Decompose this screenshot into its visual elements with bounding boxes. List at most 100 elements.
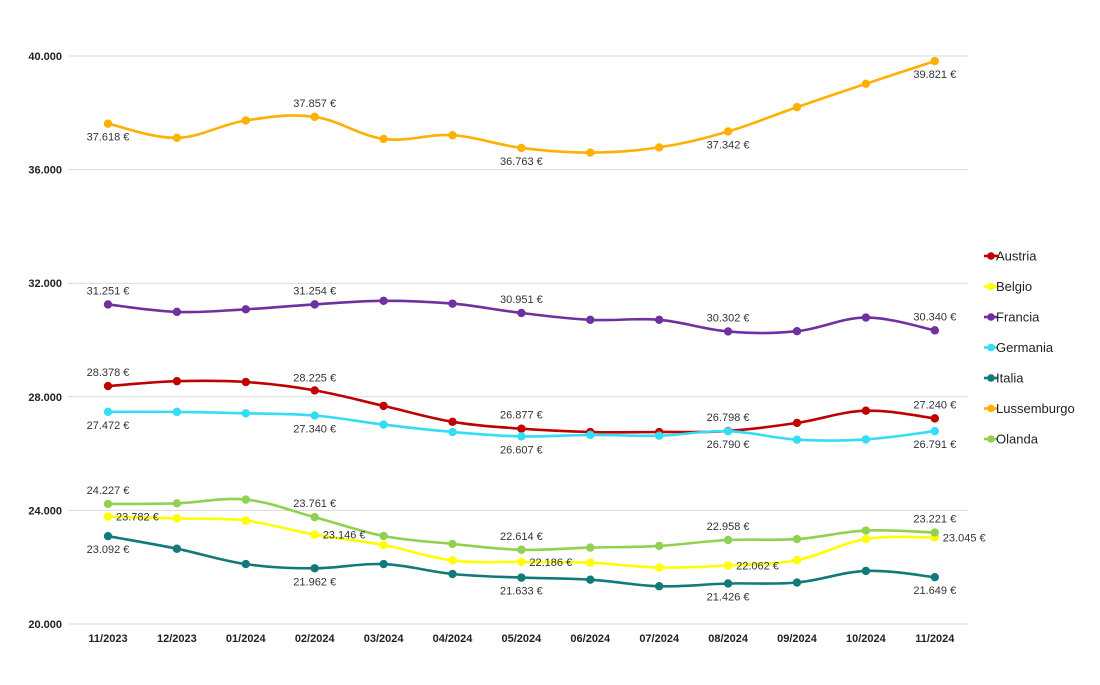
data-label-lussemburgo: 37.857 € xyxy=(293,98,336,110)
data-point-austria xyxy=(379,401,388,411)
y-tick-label: 20.000 xyxy=(28,619,62,631)
x-tick-label: 08/2024 xyxy=(708,633,749,645)
legend-item-francia: Francia xyxy=(984,310,1040,325)
data-point-lussemburgo xyxy=(723,127,733,136)
series-francia xyxy=(103,296,939,336)
data-point-francia xyxy=(448,299,457,308)
data-point-olanda xyxy=(103,499,113,509)
data-label-italia: 23.092 € xyxy=(87,544,130,556)
y-tick-label: 28.000 xyxy=(28,392,62,404)
data-point-belgio xyxy=(723,561,733,570)
y-tick-label: 36.000 xyxy=(28,165,62,177)
data-point-olanda xyxy=(379,531,388,541)
data-label-lussemburgo: 36.763 € xyxy=(500,156,543,168)
data-point-olanda xyxy=(241,495,250,504)
legend: Austria Belgio Francia Germania Italia Lussem… xyxy=(984,249,1075,447)
data-point-germania xyxy=(379,420,388,429)
data-point-italia xyxy=(723,579,733,588)
data-point-belgio xyxy=(103,512,113,521)
x-tick-label: 01/2024 xyxy=(226,633,267,645)
data-point-francia xyxy=(379,296,388,306)
data-point-belgio xyxy=(310,530,319,539)
data-label-italia: 21.633 € xyxy=(500,586,543,598)
data-point-olanda xyxy=(861,526,871,535)
data-label-lussemburgo: 37.342 € xyxy=(707,139,750,151)
data-label-belgio: 22.062 € xyxy=(736,560,779,572)
legend-swatch-marker xyxy=(987,252,995,260)
x-tick-label: 07/2024 xyxy=(639,633,680,645)
data-label-belgio: 23.782 € xyxy=(116,512,159,524)
data-point-italia xyxy=(172,544,182,553)
data-point-francia xyxy=(655,315,664,325)
data-point-italia xyxy=(861,566,871,576)
data-label-germania: 27.472 € xyxy=(87,420,130,432)
data-label-olanda: 24.227 € xyxy=(87,485,130,497)
legend-item-lussemburgo: Lussemburgo xyxy=(984,401,1075,416)
data-point-belgio xyxy=(792,555,802,565)
data-point-olanda xyxy=(792,534,802,544)
data-point-francia xyxy=(103,300,113,309)
legend-label: Olanda xyxy=(996,432,1039,447)
x-tick-label: 10/2024 xyxy=(846,633,887,645)
data-point-olanda xyxy=(172,499,182,508)
series-line-lussemburgo xyxy=(106,59,937,154)
data-point-italia xyxy=(310,564,319,573)
series-lussemburgo xyxy=(103,56,939,157)
data-point-lussemburgo xyxy=(310,112,319,122)
y-tick-label: 24.000 xyxy=(28,505,62,517)
data-point-germania xyxy=(930,426,939,436)
y-axis-ticks: 20.000 24.000 28.000 32.000 36.000 40.000 xyxy=(28,51,62,631)
legend-swatch-marker xyxy=(987,435,995,443)
data-label-olanda: 22.614 € xyxy=(500,531,543,543)
data-label-germania: 27.340 € xyxy=(293,424,336,436)
data-point-belgio xyxy=(241,516,250,525)
data-point-lussemburgo xyxy=(861,79,871,89)
data-point-italia xyxy=(103,531,113,541)
data-point-francia xyxy=(930,326,939,335)
x-tick-label: 05/2024 xyxy=(502,633,543,645)
legend-label: Belgio xyxy=(996,279,1032,294)
data-point-lussemburgo xyxy=(655,143,664,152)
data-point-belgio xyxy=(517,557,526,567)
data-point-lussemburgo xyxy=(379,134,388,144)
x-tick-label: 04/2024 xyxy=(433,633,474,645)
data-point-lussemburgo xyxy=(792,102,802,112)
data-point-francia xyxy=(172,307,182,317)
data-label-belgio: 22.186 € xyxy=(529,557,572,569)
data-point-italia xyxy=(930,572,939,582)
data-point-belgio xyxy=(655,563,664,572)
data-point-lussemburgo xyxy=(586,148,595,157)
data-label-francia: 30.302 € xyxy=(707,312,750,324)
data-point-germania xyxy=(517,432,526,441)
data-point-olanda xyxy=(586,543,595,552)
legend-item-italia: Italia xyxy=(984,371,1024,386)
x-tick-label: 02/2024 xyxy=(295,633,336,645)
data-point-olanda xyxy=(517,545,526,554)
data-point-germania xyxy=(103,407,113,416)
data-point-germania xyxy=(792,435,802,444)
x-axis-ticks: 11/2023 12/2023 01/2024 02/2024 03/2024 04/20… xyxy=(88,633,955,645)
data-label-lussemburgo: 39.821 € xyxy=(913,69,956,81)
data-point-austria xyxy=(310,386,319,395)
data-label-olanda: 23.761 € xyxy=(293,498,336,510)
data-label-austria: 28.225 € xyxy=(293,372,336,384)
data-point-italia xyxy=(586,575,595,584)
series-austria xyxy=(103,376,939,437)
data-label-germania: 26.790 € xyxy=(707,439,750,451)
legend-label: Austria xyxy=(996,249,1037,264)
data-point-francia xyxy=(861,313,871,322)
data-point-italia xyxy=(655,582,664,591)
data-point-lussemburgo xyxy=(448,131,457,140)
data-point-italia xyxy=(379,559,388,569)
x-tick-label: 11/2023 xyxy=(88,633,127,645)
data-point-germania xyxy=(655,431,664,440)
data-point-francia xyxy=(241,305,250,314)
data-point-belgio xyxy=(379,540,388,550)
legend-swatch-marker xyxy=(987,374,995,382)
series-germania xyxy=(103,407,939,444)
data-label-lussemburgo: 37.618 € xyxy=(87,132,130,144)
data-label-italia: 21.649 € xyxy=(913,585,956,597)
data-label-germania: 26.607 € xyxy=(500,444,543,456)
legend-swatch-marker xyxy=(987,343,995,352)
